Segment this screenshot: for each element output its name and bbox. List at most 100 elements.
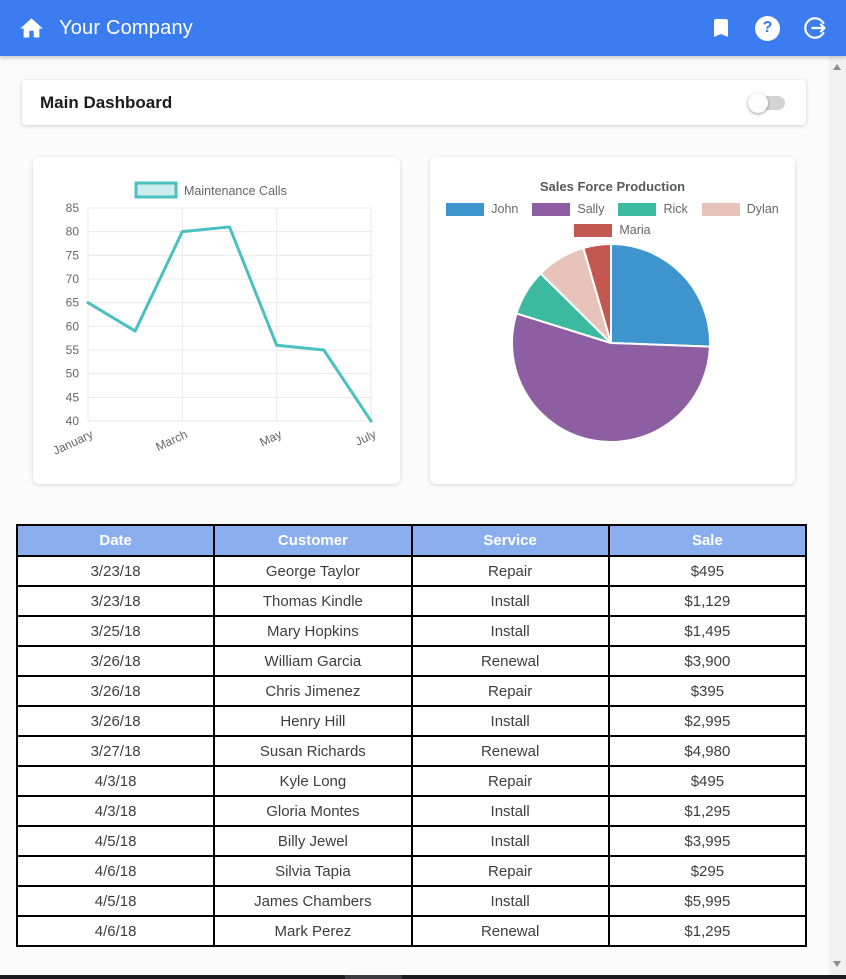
table-cell: 4/3/18 [15,795,216,827]
table-cell: Billy Jewel [213,825,413,857]
table-header-row: Date Customer Service Sale [15,524,808,557]
legend-swatch [532,202,571,216]
scroll-up-arrow-icon[interactable] [833,64,841,70]
table-cell: 4/6/18 [15,915,216,947]
table-row: 4/5/18 Billy Jewel Install $3,995 [15,825,808,857]
pie-legend-item[interactable]: Sally [532,202,604,216]
logout-icon[interactable] [802,15,828,41]
table-cell: $495 [607,555,808,587]
table-cell: 3/26/18 [15,705,216,737]
pie-legend-item[interactable]: Dylan [701,202,779,216]
column-header: Sale [607,524,808,557]
table-cell: Repair [410,765,610,797]
table-cell: Install [410,885,610,917]
table-cell: $3,900 [607,645,808,677]
help-glyph: ? [762,19,773,36]
table-cell: Install [410,705,610,737]
line-chart-card: 40 45 50 55 60 65 70 75 80 85 January March May July M… [33,157,400,484]
dashboard-title-card: Main Dashboard [22,80,806,125]
table-cell: $395 [607,675,808,707]
table-cell: Repair [410,855,610,887]
app-header: Your Company ? [0,0,846,56]
legend-swatch [701,202,740,216]
pie-chart-title: Sales Force Production [539,179,686,194]
table-cell: Renewal [410,735,610,767]
table-cell: 4/6/18 [15,855,216,887]
table-cell: James Chambers [213,885,413,917]
table-cell: 3/23/18 [15,555,216,587]
svg-text:March: March [153,427,189,454]
pie-chart-card: Sales Force Production John Sally Rick Dyla… [430,157,795,484]
line-chart: 40 45 50 55 60 65 70 75 80 85 January March May July M… [51,181,378,458]
vertical-scrollbar[interactable] [829,56,846,979]
table-cell: Mary Hopkins [213,615,413,647]
svg-text:July: July [353,427,378,449]
legend-label: John [491,202,519,216]
table-row: 3/26/18 Henry Hill Install $2,995 [15,705,808,737]
legend-swatch [446,202,485,216]
pie-legend-item[interactable]: Rick [618,202,688,216]
table-cell: Silvia Tapia [213,855,413,887]
pie-chart [511,243,711,443]
bottom-bar-segment [345,975,402,979]
scroll-down-arrow-icon[interactable] [833,961,841,967]
table-cell: Renewal [410,645,610,677]
svg-text:45: 45 [66,390,80,404]
table-cell: 3/23/18 [15,585,216,617]
dashboard-toggle[interactable] [748,92,786,113]
table-cell: $1,295 [607,915,808,947]
table-cell: 3/27/18 [15,735,216,767]
sales-table-head: Date Customer Service Sale [15,524,808,557]
header-left: Your Company [18,15,193,42]
table-cell: Repair [410,675,610,707]
column-header: Date [15,524,216,557]
legend-label: Maria [619,223,651,237]
table-row: 3/23/18 George Taylor Repair $495 [15,555,808,587]
svg-text:80: 80 [66,225,80,239]
svg-text:January: January [51,427,96,458]
sales-table-body: 3/23/18 George Taylor Repair $495 3/23/18 Tho… [15,555,808,947]
table-row: 3/27/18 Susan Richards Renewal $4,980 [15,735,808,767]
table-cell: Henry Hill [213,705,413,737]
table-cell: 4/5/18 [15,825,216,857]
table-cell: Thomas Kindle [213,585,413,617]
svg-text:65: 65 [66,296,80,310]
table-cell: Chris Jimenez [213,675,413,707]
table-cell: 4/3/18 [15,765,216,797]
table-cell: Renewal [410,915,610,947]
table-cell: Susan Richards [213,735,413,767]
table-cell: George Taylor [213,555,413,587]
svg-text:60: 60 [66,319,80,333]
home-icon[interactable] [18,15,45,42]
table-row: 3/26/18 Chris Jimenez Repair $395 [15,675,808,707]
bookmark-icon[interactable] [709,16,733,40]
svg-text:85: 85 [66,201,80,215]
table-cell: Install [410,825,610,857]
pie-legend-item[interactable]: Maria [574,223,651,237]
svg-text:70: 70 [66,272,80,286]
pie-legend-item[interactable]: John [446,202,518,216]
legend-label: Sally [577,202,605,216]
table-cell: Install [410,795,610,827]
bottom-edge-bar [0,975,846,979]
table-row: 4/3/18 Kyle Long Repair $495 [15,765,808,797]
app-title: Your Company [59,16,193,39]
sales-table: Date Customer Service Sale 3/23/18 George Ta… [15,524,808,947]
table-row: 4/6/18 Mark Perez Renewal $1,295 [15,915,808,947]
table-cell: Install [410,615,610,647]
pie-legend: John Sally Rick Dylan Maria [430,202,795,237]
table-row: 3/23/18 Thomas Kindle Install $1,129 [15,585,808,617]
legend-swatch [574,223,613,237]
table-row: 4/6/18 Silvia Tapia Repair $295 [15,855,808,887]
table-cell: $295 [607,855,808,887]
table-cell: 3/26/18 [15,645,216,677]
table-cell: $1,495 [607,615,808,647]
table-cell: $5,995 [607,885,808,917]
svg-text:Maintenance Calls: Maintenance Calls [184,184,287,198]
svg-text:55: 55 [66,343,80,357]
table-cell: 3/26/18 [15,675,216,707]
table-cell: Kyle Long [213,765,413,797]
help-icon[interactable]: ? [755,15,780,41]
toggle-knob [748,92,768,113]
